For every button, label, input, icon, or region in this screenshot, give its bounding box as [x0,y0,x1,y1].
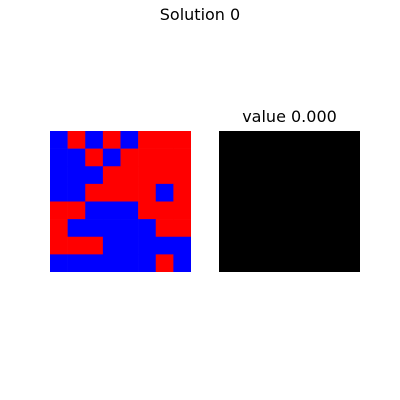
grid-cell [120,219,139,238]
grid-cell [85,183,104,202]
grid-cell [67,166,86,185]
grid-cell [67,219,86,238]
grid-cell [173,131,191,149]
solution-grid [50,131,191,272]
value-label: value 0.000 [242,107,337,126]
grid-cell [85,219,104,238]
grid-cell [120,148,139,167]
grid-cell [50,219,68,238]
figure-title: Solution 0 [159,5,241,24]
grid-cell [173,201,191,220]
grid-cell [138,219,157,238]
grid-cell [102,183,121,202]
grid-cell [155,183,174,202]
grid-cell [155,201,174,220]
grid-cell [67,254,86,272]
value-panel [219,131,360,272]
grid-cell [85,236,104,255]
grid-cell [50,183,68,202]
grid-cell [67,131,86,149]
grid-cell [138,148,157,167]
grid-cell [138,254,157,272]
grid-cell [50,201,68,220]
grid-cell [102,219,121,238]
grid-cell [102,148,121,167]
grid-cell [155,236,174,255]
grid-cell [120,236,139,255]
grid-cell [155,166,174,185]
grid-cell [120,201,139,220]
value-panel-fill [219,131,360,272]
grid-cell [138,183,157,202]
grid-cell [173,148,191,167]
grid-cell [120,131,139,149]
grid-cell [67,148,86,167]
grid-cell [67,183,86,202]
grid-cell [102,166,121,185]
grid-cell [102,131,121,149]
grid-cell [102,254,121,272]
grid-cell [138,166,157,185]
grid-cell [85,131,104,149]
grid-cell [67,201,86,220]
grid-cell [67,236,86,255]
grid-cell [85,201,104,220]
grid-cell [85,254,104,272]
grid-cell [155,254,174,272]
grid-cell [173,219,191,238]
grid-cell [173,236,191,255]
grid-cell [102,201,121,220]
grid-cell [50,131,68,149]
grid-cell [155,131,174,149]
grid-cell [50,236,68,255]
grid-cell [85,148,104,167]
grid-cell [138,236,157,255]
grid-cell [173,183,191,202]
grid-cell [50,166,68,185]
grid-cell [155,148,174,167]
grid-cell [120,183,139,202]
grid-cell [138,201,157,220]
grid-cell [50,254,68,272]
grid-cell [85,166,104,185]
grid-cell [173,166,191,185]
grid-cell [120,166,139,185]
grid-cell [173,254,191,272]
grid-cell [50,148,68,167]
grid-cell [155,219,174,238]
grid-cell [102,236,121,255]
grid-cell [120,254,139,272]
grid-cell [138,131,157,149]
